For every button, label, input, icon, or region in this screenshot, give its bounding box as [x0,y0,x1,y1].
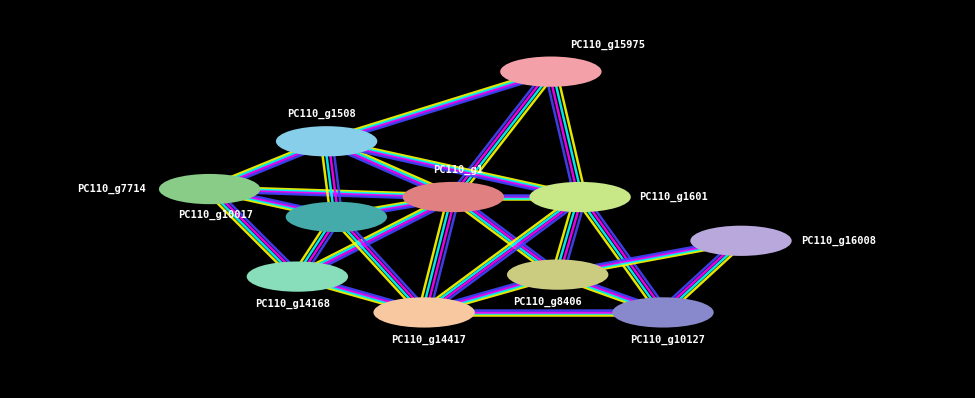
Text: PC110_g1601: PC110_g1601 [639,192,708,202]
Text: PC110_g1508: PC110_g1508 [288,109,356,119]
Text: PC110_g14417: PC110_g14417 [392,334,466,345]
Ellipse shape [500,57,602,87]
Ellipse shape [373,297,475,328]
Text: PC110_g7714: PC110_g7714 [77,184,146,194]
Text: PC110_g10127: PC110_g10127 [631,334,705,345]
Text: PC110_g16008: PC110_g16008 [801,236,877,246]
Text: PC110_g1: PC110_g1 [433,165,484,175]
Ellipse shape [403,182,504,212]
Text: PC110_g8406: PC110_g8406 [514,297,582,307]
Ellipse shape [529,182,631,212]
Ellipse shape [286,202,387,232]
Text: PC110_g15975: PC110_g15975 [570,39,645,50]
Ellipse shape [276,126,377,156]
Text: PC110_g14168: PC110_g14168 [255,298,330,309]
Ellipse shape [159,174,260,204]
Ellipse shape [612,297,714,328]
Text: PC110_g10017: PC110_g10017 [178,210,254,220]
Ellipse shape [507,259,608,290]
Ellipse shape [247,261,348,292]
Ellipse shape [690,226,792,256]
